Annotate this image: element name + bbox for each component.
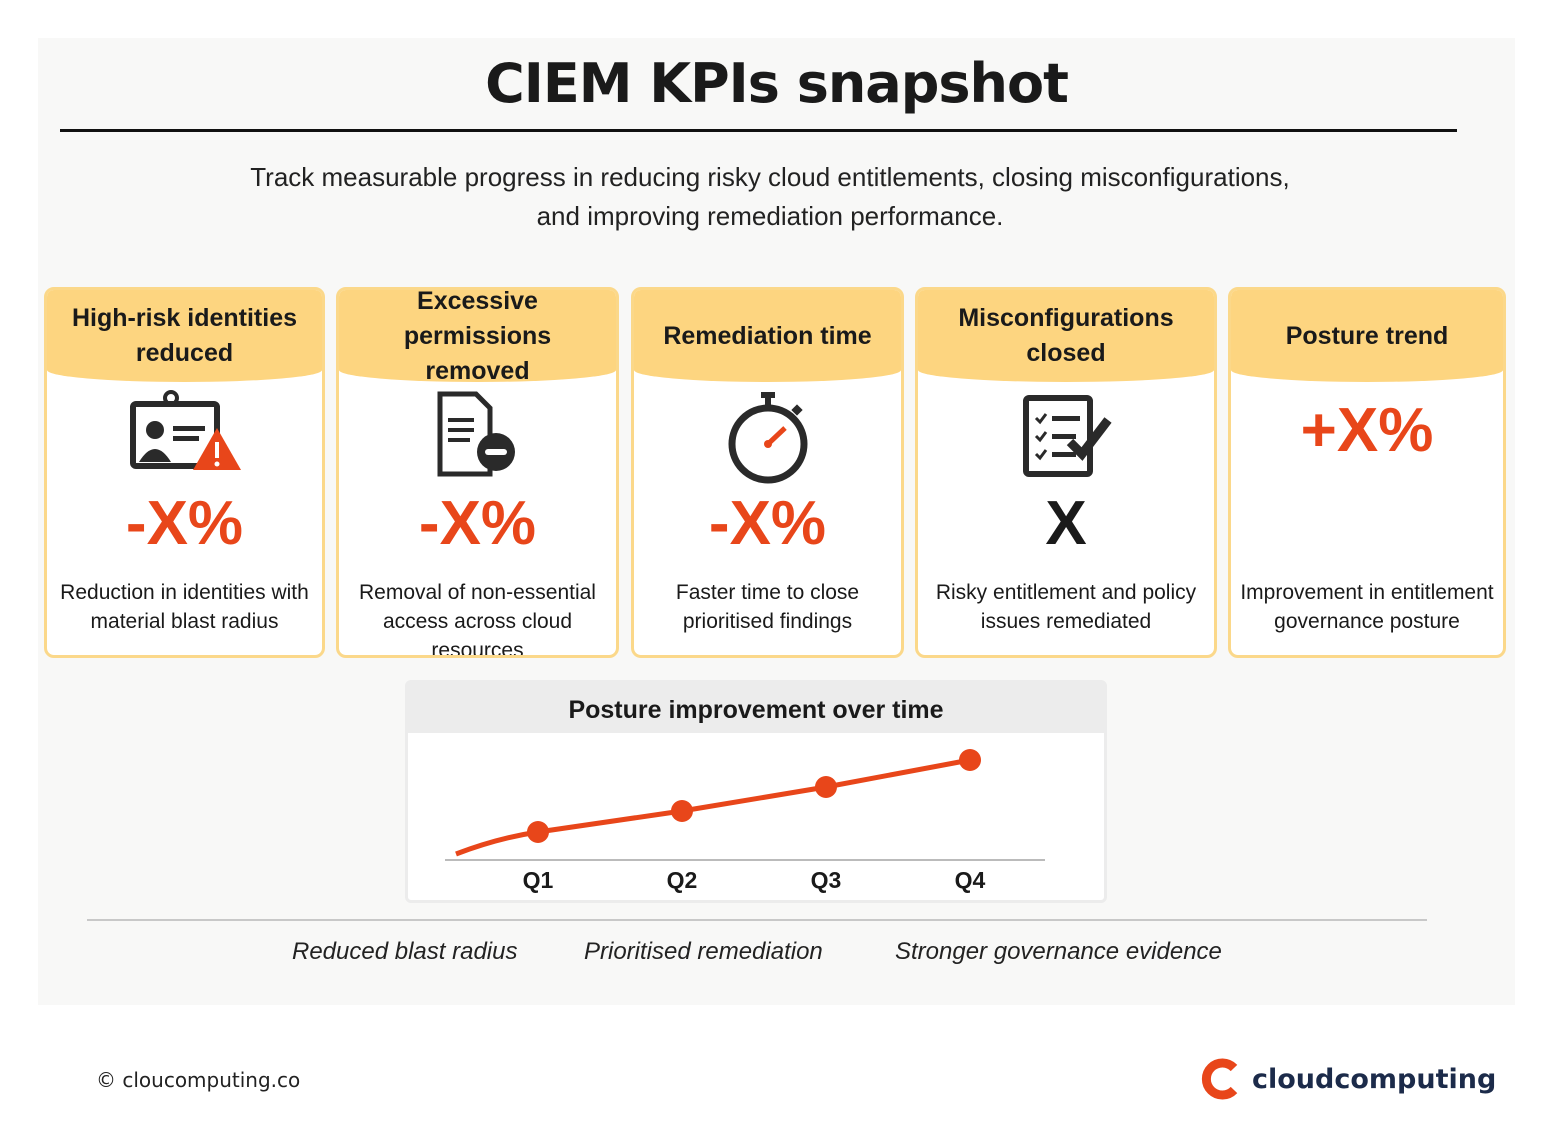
- x-tick-label: Q1: [523, 867, 554, 893]
- data-point: [959, 749, 981, 771]
- kpi-card-high-risk-identities: High-risk identities reduced -X% Reducti…: [44, 287, 325, 658]
- data-point: [527, 821, 549, 843]
- series-line: [455, 757, 971, 857]
- kpi-value: -X%: [125, 489, 244, 558]
- data-point: [815, 776, 837, 798]
- kpi-value: -X%: [708, 489, 827, 558]
- card-description: Removal of non-essential access across c…: [359, 581, 596, 658]
- x-tick-label: Q3: [811, 867, 842, 893]
- benefit-tag: Reduced blast radius: [292, 938, 518, 965]
- card-title: Remediation time: [634, 290, 901, 382]
- card-title: Excessive permissions removed: [339, 290, 616, 385]
- kpi-card-misconfigurations-closed: Misconfigurations closed X Risky entitle…: [915, 287, 1217, 658]
- card-description: Improvement in entitlement governance po…: [1240, 581, 1494, 633]
- card-description: Faster time to close prioritised finding…: [675, 581, 860, 633]
- benefit-tag: Stronger governance evidence: [895, 938, 1222, 965]
- brand-logo: cloudcomputing: [1200, 1058, 1496, 1100]
- chart-title: Posture improvement over time: [408, 683, 1104, 733]
- brand-name: cloudcomputing: [1252, 1063, 1497, 1095]
- subtitle-line: and improving remediation performance.: [536, 201, 1004, 231]
- card-description: Reduction in identities with material bl…: [60, 581, 309, 633]
- kpi-card-posture-trend: Posture trend +X% Improvement in entitle…: [1228, 287, 1506, 658]
- data-point: [671, 800, 693, 822]
- x-tick-label: Q4: [955, 867, 986, 893]
- document-minus-icon: [339, 390, 616, 485]
- title-rule: [60, 129, 1457, 132]
- card-title: High-risk identities reduced: [47, 290, 322, 382]
- checklist-icon: [918, 390, 1214, 485]
- posture-chart: Posture improvement over time Q1 Q2 Q3 Q4: [405, 680, 1107, 903]
- kpi-value: +X%: [1300, 396, 1434, 465]
- subtitle: Track measurable progress in reducing ri…: [200, 158, 1340, 236]
- page-title: CIEM KPIs snapshot: [485, 52, 1069, 115]
- kpi-card-remediation-time: Remediation time -X% Faster time to clos…: [631, 287, 904, 658]
- card-title: Misconfigurations closed: [918, 290, 1214, 382]
- benefit-tag: Prioritised remediation: [584, 938, 823, 965]
- kpi-value: X: [1045, 489, 1087, 558]
- divider: [87, 919, 1427, 921]
- stopwatch-icon: [634, 390, 901, 485]
- kpi-card-excessive-permissions: Excessive permissions removed -X% Remova…: [336, 287, 619, 658]
- card-description: Risky entitlement and policy issues reme…: [935, 581, 1197, 633]
- kpi-value: -X%: [418, 489, 537, 558]
- cloud-c-logo-icon: [1201, 1058, 1238, 1100]
- x-tick-label: Q2: [667, 867, 698, 893]
- id-badge-warning-icon: [47, 390, 322, 485]
- card-title: Posture trend: [1231, 290, 1503, 382]
- subtitle-line: Track measurable progress in reducing ri…: [250, 162, 1290, 192]
- copyright: © cloucomputing.co: [96, 1068, 301, 1092]
- chart-plot: Q1 Q2 Q3 Q4: [445, 749, 1045, 893]
